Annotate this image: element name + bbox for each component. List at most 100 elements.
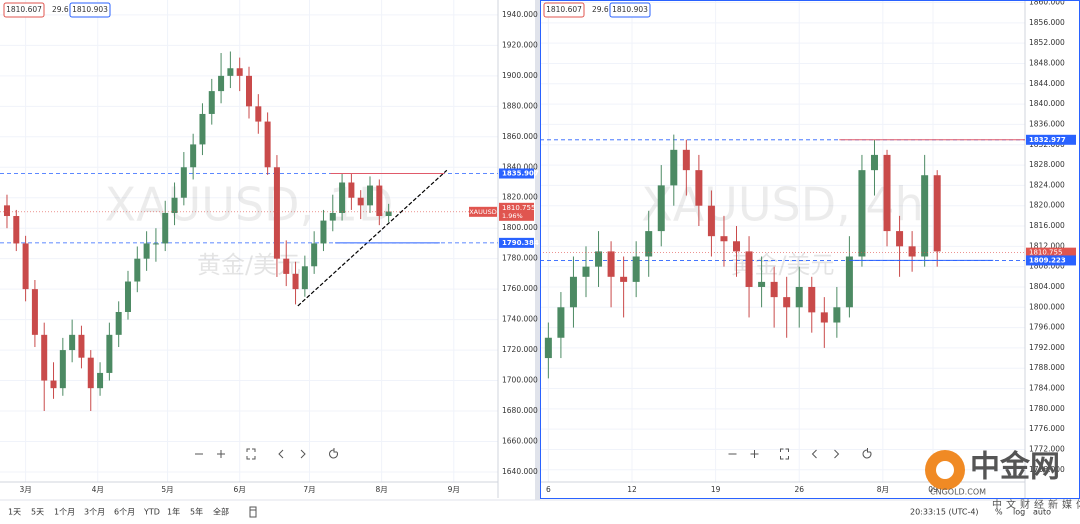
- axis-option[interactable]: log: [1013, 508, 1025, 517]
- change-label: 1.96%: [502, 212, 523, 220]
- zoom-in-button[interactable]: [217, 450, 225, 458]
- zoom-in-button[interactable]: [750, 450, 759, 458]
- y-tick-label: 1780.000: [502, 254, 538, 263]
- candle-body: [246, 75, 252, 107]
- axis-option[interactable]: %: [995, 508, 1003, 517]
- last-price-badge: [1026, 247, 1076, 258]
- candle-body: [695, 170, 703, 206]
- reset-button[interactable]: [862, 448, 872, 459]
- candle-body: [569, 276, 577, 308]
- candle-body: [3, 205, 10, 217]
- candle-body: [845, 256, 853, 308]
- candle-body: [264, 121, 271, 168]
- scroll-right-button[interactable]: [300, 449, 306, 459]
- bottom-bar: [0, 500, 1080, 524]
- last-price-label: 1810.755: [502, 204, 535, 212]
- y-tick-label: 1900.000: [502, 71, 538, 80]
- candle-body: [208, 91, 215, 114]
- y-tick-label: 1804.000: [1029, 282, 1065, 291]
- y-tick-label: 1700.000: [502, 376, 538, 385]
- candle-body: [620, 276, 628, 282]
- candle-body: [367, 185, 374, 206]
- candle-body: [311, 243, 318, 267]
- reset-button[interactable]: [329, 448, 338, 459]
- go-to-date-button[interactable]: [249, 506, 257, 518]
- y-tick-label: 1796.000: [1029, 323, 1065, 332]
- y-tick-label: 1780.000: [1029, 404, 1065, 413]
- y-tick-label: 1880.000: [502, 101, 538, 110]
- candle-body: [124, 281, 131, 312]
- x-tick-label: 9月: [448, 485, 460, 494]
- candle-body: [301, 266, 308, 290]
- fullscreen-button[interactable]: [780, 448, 789, 460]
- y-tick-label: 1836.000: [1029, 119, 1065, 128]
- y-tick-label: 1844.000: [1029, 79, 1065, 88]
- candle-body: [50, 380, 57, 389]
- y-tick-label: 1660.000: [502, 436, 538, 445]
- bid-box: [543, 2, 585, 18]
- candle-body: [273, 167, 280, 259]
- axis-option[interactable]: auto: [1033, 508, 1051, 517]
- watermark: XAUUSD, 1D: [105, 178, 394, 232]
- bid-price: 1810.607: [6, 5, 42, 14]
- candle-body: [544, 337, 552, 359]
- y-tick-label: 1740.000: [502, 315, 538, 324]
- range-button[interactable]: 5年: [190, 507, 203, 517]
- candle-body: [283, 258, 290, 274]
- candle-body: [833, 307, 841, 323]
- y-tick-label: 1816.000: [1029, 221, 1065, 230]
- candle-body: [820, 312, 828, 323]
- last-price-badge: [499, 202, 534, 221]
- range-button[interactable]: 全部: [213, 507, 229, 517]
- candle-body: [795, 286, 803, 308]
- candle-body: [162, 212, 169, 244]
- candle-body: [22, 243, 29, 290]
- y-tick-label: 1820.000: [1029, 201, 1065, 210]
- y-tick-label: 1812.000: [1029, 241, 1065, 250]
- range-button[interactable]: 1个月: [54, 508, 75, 517]
- candle-body: [13, 216, 20, 244]
- price-badge-label: 1790.384: [502, 239, 539, 247]
- range-button[interactable]: 3个月: [84, 508, 105, 517]
- y-tick-label: 1852.000: [1029, 38, 1065, 47]
- y-tick-label: 1940.000: [502, 10, 538, 19]
- fullscreen-button[interactable]: [246, 448, 256, 460]
- candle-body: [770, 281, 778, 298]
- range-button[interactable]: 1天: [8, 508, 21, 517]
- candle-body: [59, 350, 66, 389]
- x-tick-label: 6月: [234, 485, 246, 494]
- x-tick-label: 8月: [376, 485, 388, 494]
- scroll-right-button[interactable]: [834, 449, 840, 459]
- candle-body: [320, 220, 327, 244]
- range-button[interactable]: YTD: [143, 508, 160, 517]
- range-button[interactable]: 6个月: [114, 508, 135, 517]
- candle-body: [87, 357, 94, 389]
- scroll-left-button[interactable]: [278, 449, 284, 459]
- candle-body: [632, 256, 640, 282]
- x-tick-label: 4月: [92, 485, 104, 494]
- range-button[interactable]: 5天: [31, 508, 44, 517]
- candle-body: [171, 197, 178, 213]
- candle-body: [227, 68, 234, 76]
- candle-body: [357, 197, 364, 206]
- candle-body: [896, 231, 904, 247]
- x-tick-label: 3月: [19, 485, 31, 494]
- y-tick-label: 1776.000: [1029, 424, 1065, 433]
- candle-body: [31, 289, 38, 335]
- candle-body: [670, 149, 678, 186]
- candle-body: [115, 311, 122, 335]
- price-badge-label: 1835.907: [502, 170, 539, 178]
- candle-body: [339, 182, 346, 213]
- range-button[interactable]: 1年: [167, 507, 180, 517]
- y-tick-label: 1792.000: [1029, 343, 1065, 352]
- scroll-left-button[interactable]: [811, 449, 817, 459]
- drawing-line: [297, 169, 448, 307]
- y-tick-label: 1768.000: [1029, 465, 1065, 474]
- y-tick-label: 1760.000: [502, 284, 538, 293]
- logo-domain: CNGOLD.COM: [930, 488, 986, 497]
- candle-body: [69, 334, 76, 351]
- candle-body: [682, 149, 690, 171]
- bid-box: [3, 2, 45, 18]
- y-tick-label: 1848.000: [1029, 58, 1065, 67]
- x-tick-label: 8月: [877, 485, 889, 494]
